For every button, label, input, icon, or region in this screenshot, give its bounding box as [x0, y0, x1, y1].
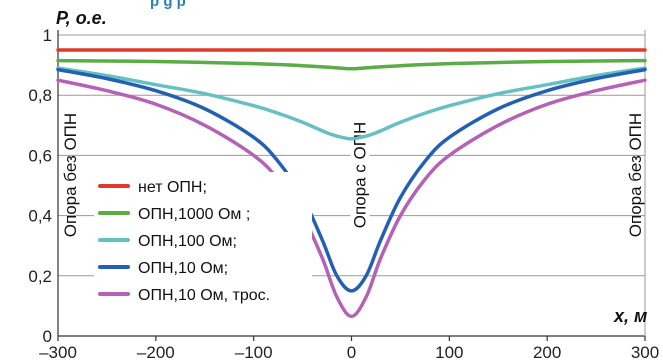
legend-label: нет ОПН; [138, 179, 207, 196]
series-line-5 [56, 78, 647, 319]
y-tick-label: 0,6 [28, 146, 52, 165]
support-annotation: Опора без ОПН [61, 113, 80, 237]
support-annotation: Опора с ОПН [351, 122, 370, 228]
legend-label: ОПН,10 Ом; [138, 260, 228, 277]
y-tick-label: 0 [43, 327, 52, 346]
series-line-4 [56, 67, 647, 293]
x-tick-label: –100 [235, 343, 273, 362]
legend-label: ОПН,10 Ом, трос. [138, 287, 270, 304]
tick-labels: 0 0,2 0,4 0,6 0,8 1 –300 –200 –100 0 100 200 300 [28, 26, 659, 362]
vertical-annotations: Опора без ОПН Опора с ОПН Опора без ОПН [61, 113, 645, 237]
x-tick-label: 300 [631, 343, 659, 362]
series-lines [56, 48, 647, 319]
x-tick-label: –200 [137, 343, 175, 362]
x-tick-label: –300 [39, 343, 77, 362]
series-line-3 [56, 66, 647, 141]
chart-title-fragment: р g р [150, 0, 186, 10]
annotation-background [350, 119, 370, 231]
support-annotation: Опора без ОПН [626, 113, 645, 237]
y-tick-label: 1 [43, 26, 52, 45]
y-axis-label: P, о.е. [56, 8, 107, 28]
legend: нет ОПН; ОПН,1000 Ом ; ОПН,100 Ом; ОПН,10 О… [94, 172, 312, 311]
legend-background [94, 172, 312, 311]
x-tick-label: 200 [533, 343, 561, 362]
x-axis-label: x, м [613, 306, 647, 326]
legend-label: ОПН,1000 Ом ; [138, 206, 250, 223]
y-tick-label: 0,8 [28, 86, 52, 105]
series-line-2 [56, 58, 647, 71]
x-tick-label: 100 [435, 343, 463, 362]
y-tick-label: 0,4 [28, 207, 52, 226]
y-tick-label: 0,2 [28, 267, 52, 286]
x-tick-label: 0 [347, 343, 356, 362]
legend-label: ОПН,100 Ом; [138, 233, 237, 250]
